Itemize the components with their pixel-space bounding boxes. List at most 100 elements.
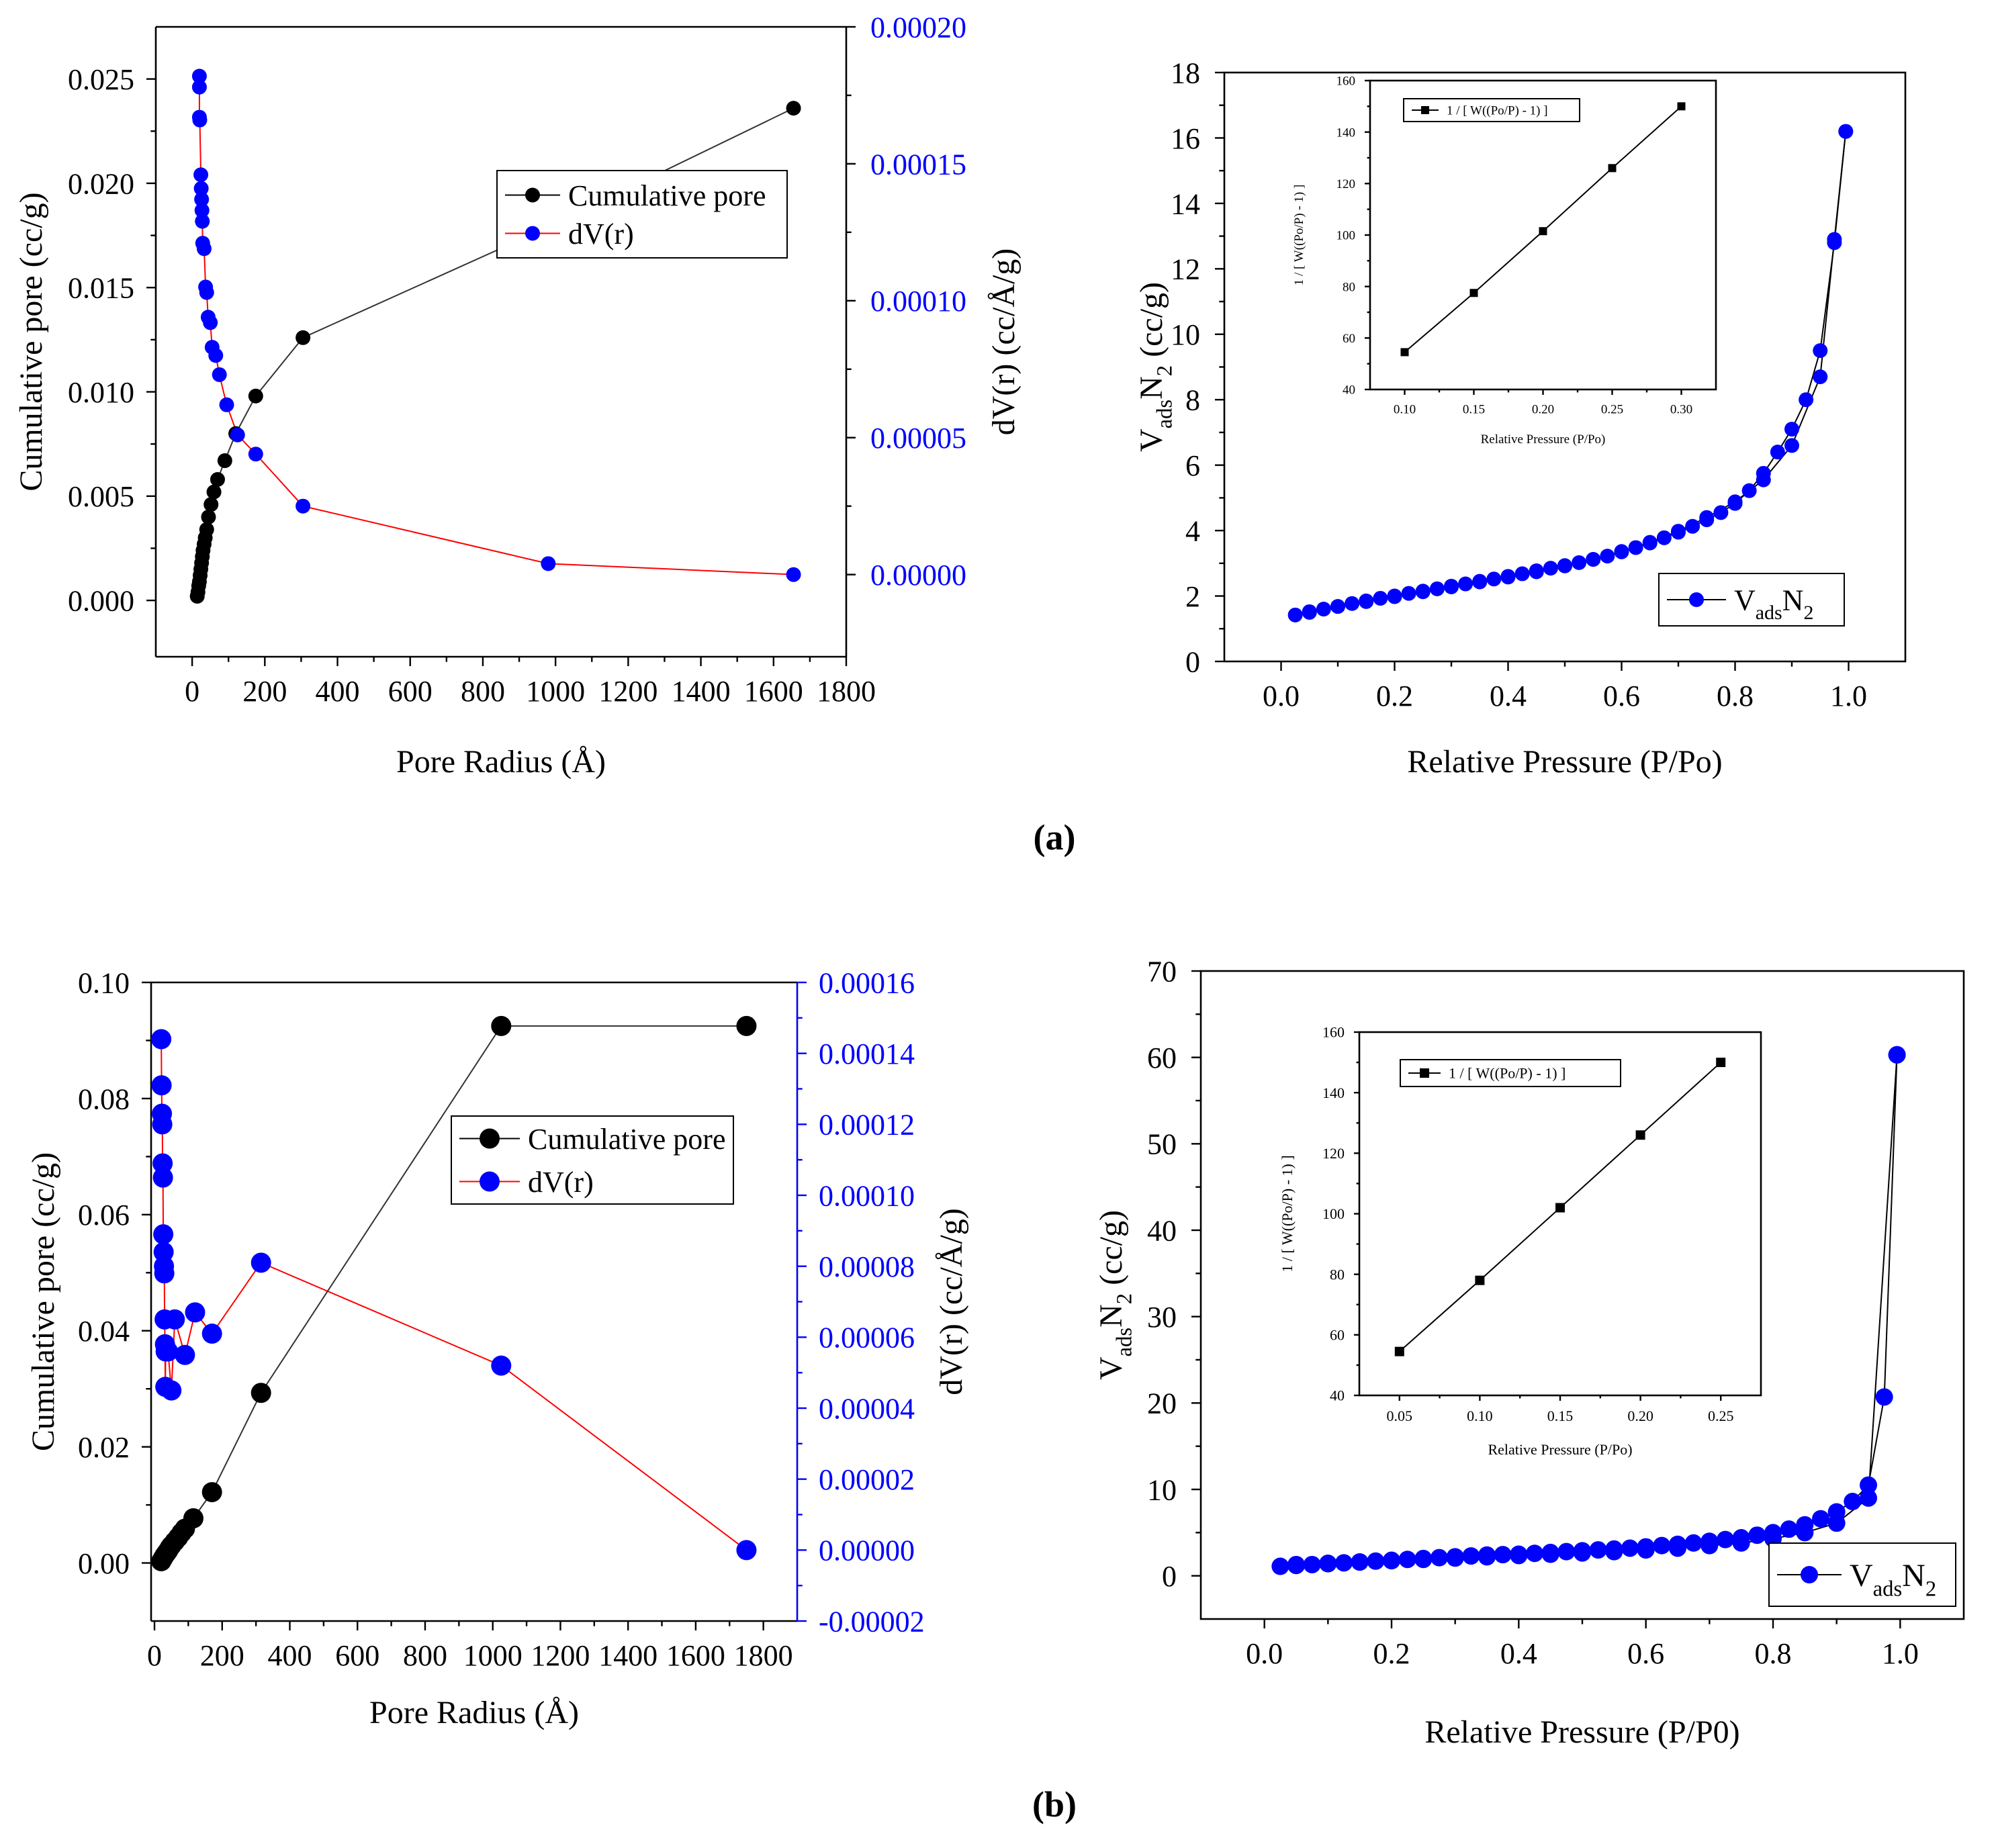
y-tick-label: 0.010	[68, 376, 134, 409]
x-axis-label: Pore Radius (Å)	[369, 1695, 579, 1730]
desorption-point	[1700, 1536, 1719, 1555]
x-tick-label: 400	[316, 675, 360, 708]
dvr-point	[248, 447, 263, 462]
y2-tick-label: 0.00015	[870, 148, 966, 181]
x-tick-label: 0.4	[1490, 680, 1527, 712]
desorption-point	[1351, 1553, 1369, 1571]
dvr-point	[153, 1224, 174, 1245]
y2-tick-label: 0.00016	[819, 966, 915, 999]
dvr-point	[193, 181, 209, 196]
cumulative-point	[201, 509, 216, 524]
legend-marker	[480, 1128, 500, 1149]
adsorption-point	[1494, 1546, 1512, 1564]
cumulative-point	[736, 1015, 757, 1036]
x-tick-label: 1.0	[1830, 680, 1867, 712]
desorption-point	[1472, 574, 1488, 590]
x-tick-label: 0.6	[1627, 1637, 1664, 1670]
dvr-point	[199, 285, 214, 300]
adsorption-point	[1398, 1551, 1416, 1569]
legend-marker	[1801, 1566, 1818, 1583]
dvr-point	[192, 112, 208, 128]
dvr-point	[736, 1540, 757, 1561]
x-axis-label: Relative Pressure (P/P0)	[1424, 1714, 1739, 1750]
bet-point	[1400, 348, 1409, 357]
y-tick-label: 160	[1336, 75, 1356, 89]
y-tick-label: 10	[1171, 318, 1200, 351]
desorption-point	[1784, 438, 1799, 453]
x-tick-label: 0.0	[1263, 680, 1300, 712]
x-tick-label: 1400	[672, 675, 731, 708]
dvr-point	[152, 1114, 173, 1135]
cumulative-point	[248, 388, 263, 404]
dvr-point	[194, 203, 210, 218]
y-tick-label: 0.10	[78, 966, 130, 999]
x-axis-label: Relative Pressure (P/Po)	[1481, 432, 1606, 447]
adsorption-point	[1373, 590, 1388, 606]
y-tick-label: 160	[1322, 1024, 1345, 1041]
legend-label: VadsN2	[1850, 1558, 1936, 1602]
adsorption-point	[1271, 1557, 1289, 1575]
chart-b_pore: 0 200 400 600 800 1000 1200 1400 1600 1800 0.00 0.0…	[26, 966, 969, 1730]
y-tick-label: 40	[1330, 1387, 1345, 1404]
x-axis-label: Relative Pressure (P/Po)	[1488, 1441, 1632, 1458]
dvr-point	[195, 214, 210, 229]
desorption-point	[1605, 1542, 1623, 1561]
dvr-point	[219, 397, 234, 412]
chart-b_inset: 0.05 0.10 0.15 0.20 0.25 40 60 80 100 120 140 160 Re…	[1279, 1024, 1762, 1458]
y2-tick-label: 0.00000	[870, 559, 966, 592]
adsorption-point	[1589, 1541, 1607, 1559]
y2-tick-label: -0.00002	[819, 1605, 925, 1638]
desorption-point	[1302, 604, 1317, 619]
y-tick-label: 0.005	[68, 480, 134, 513]
legend-label: Cumulative pore	[528, 1123, 726, 1156]
dvr-point	[193, 167, 209, 183]
dvr-point	[196, 241, 212, 257]
legend-label: dV(r)	[568, 218, 634, 250]
desorption-point	[1510, 1546, 1528, 1565]
dvr-point	[212, 367, 227, 382]
legend-label: dV(r)	[528, 1166, 594, 1199]
x-axis-label: Pore Radius (Å)	[396, 744, 606, 780]
y-tick-label: 0.04	[78, 1315, 130, 1348]
y2-tick-label: 0.00010	[870, 285, 966, 318]
adsorption-point	[1813, 343, 1828, 359]
y-tick-label: 0.06	[78, 1199, 130, 1232]
adsorption-point	[1335, 1554, 1353, 1572]
dvr-point	[203, 315, 218, 330]
dvr-point	[165, 1309, 185, 1330]
y-tick-label: 60	[1330, 1327, 1345, 1344]
adsorption-point	[1656, 530, 1672, 545]
y-tick-label: 40	[1343, 383, 1355, 398]
desorption-point	[1642, 535, 1658, 550]
x-tick-label: 200	[200, 1639, 244, 1672]
cumulative-point	[217, 453, 232, 469]
adsorption-point	[1685, 518, 1700, 534]
y-tick-label: 60	[1343, 332, 1355, 346]
x-tick-label: 1600	[666, 1639, 725, 1672]
adsorption-point	[1462, 1547, 1480, 1565]
adsorption-point	[1741, 483, 1757, 498]
y2-tick-label: 0.00002	[819, 1463, 915, 1496]
adsorption-point	[1621, 1539, 1639, 1557]
dvr-point	[185, 1302, 206, 1323]
y-tick-label: 6	[1185, 449, 1200, 482]
dvr-point	[194, 191, 210, 207]
y-tick-label: 8	[1185, 384, 1200, 417]
legend-label: 1 / [ W((Po/P) - 1) ]	[1449, 1065, 1566, 1082]
desorption-point	[1574, 1544, 1591, 1562]
y-tick-label: 120	[1322, 1145, 1345, 1162]
desorption-point	[1860, 1489, 1877, 1507]
x-tick-label: 1600	[744, 675, 803, 708]
y2-tick-label: 0.00004	[819, 1392, 915, 1425]
desorption-point	[1330, 599, 1345, 614]
legend: VadsN2	[1768, 1542, 1956, 1607]
dvr-point	[175, 1344, 195, 1365]
desorption-point	[1796, 1524, 1814, 1542]
cumulative-point	[201, 1482, 222, 1503]
x-tick-label: 0.15	[1547, 1407, 1574, 1424]
x-tick-label: 0.25	[1708, 1407, 1734, 1424]
x-axis-label: Relative Pressure (P/Po)	[1407, 744, 1722, 780]
y2-tick-label: 0.00014	[819, 1037, 915, 1070]
legend: Cumulative pore dV(r)	[451, 1115, 734, 1205]
